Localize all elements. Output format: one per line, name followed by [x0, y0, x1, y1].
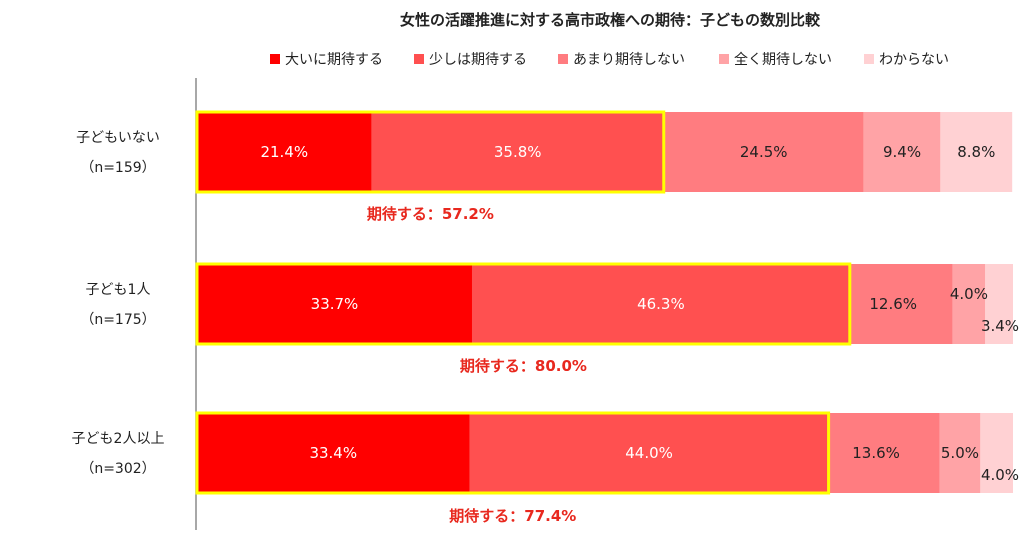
bar-segment — [197, 264, 472, 344]
bar-segment — [863, 112, 941, 192]
value-label: 5.0% — [941, 444, 979, 462]
category-label: 子ども2人以上 — [72, 431, 165, 447]
value-label: 8.8% — [957, 143, 995, 161]
value-label: 4.0% — [950, 285, 988, 303]
category-labels: 子どもいない （n=159） 子ども1人 （n=175） 子ども2人以上 （n=302） — [72, 130, 165, 477]
legend-item: 少しは期待する — [414, 52, 527, 68]
legend-label: わからない — [879, 52, 949, 68]
legend-swatch — [414, 54, 424, 64]
legend-item: 大いに期待する — [270, 52, 383, 68]
bar-segment — [939, 413, 981, 493]
bar-segment — [471, 264, 850, 344]
legend-swatch — [864, 54, 874, 64]
legend-label: 少しは期待する — [429, 52, 527, 68]
value-label: 46.3% — [637, 295, 685, 313]
value-label: 33.4% — [309, 444, 357, 462]
category-n-label: （n=175） — [80, 312, 155, 328]
bar-segment — [940, 112, 1013, 192]
expect-total-label: 期待する：77.4% — [449, 507, 576, 525]
legend-label: あまり期待しない — [573, 52, 685, 68]
category-n-label: （n=302） — [80, 461, 155, 477]
bar-segment — [849, 264, 953, 344]
value-label: 9.4% — [883, 143, 921, 161]
legend-swatch — [719, 54, 729, 64]
highlight-boxes — [195, 110, 852, 495]
category-label: 子ども1人 — [86, 282, 151, 298]
bar-segment — [663, 112, 864, 192]
chart-title: 女性の活躍推進に対する高市政権への期待：子どもの数別比較 — [400, 11, 821, 29]
bar-segment — [985, 264, 1013, 344]
bar-segment — [371, 112, 664, 192]
legend-item: あまり期待しない — [558, 52, 685, 68]
bar-segment — [952, 264, 986, 344]
value-label: 35.8% — [494, 143, 542, 161]
bar-segment — [197, 413, 470, 493]
highlight-box — [195, 262, 852, 346]
legend-swatch — [270, 54, 280, 64]
bar-segment — [980, 413, 1013, 493]
value-label: 4.0% — [981, 466, 1019, 484]
value-label: 33.7% — [311, 295, 359, 313]
value-label: 21.4% — [260, 143, 308, 161]
value-label: 3.4% — [981, 317, 1019, 335]
legend-label: 全く期待しない — [734, 51, 832, 68]
value-label: 24.5% — [740, 143, 788, 161]
legend-swatch — [558, 54, 568, 64]
expect-total-label: 期待する：80.0% — [460, 357, 587, 375]
legend-label: 大いに期待する — [285, 52, 383, 68]
highlight-box — [195, 411, 831, 495]
legend-item: 全く期待しない — [719, 51, 832, 68]
value-label: 13.6% — [852, 444, 900, 462]
bar-segment — [469, 413, 829, 493]
highlight-box — [195, 110, 666, 194]
legend-item: わからない — [864, 52, 949, 68]
expect-total-label: 期待する：57.2% — [367, 205, 494, 223]
value-label: 12.6% — [869, 295, 917, 313]
expect-total-labels: 期待する：57.2% 期待する：80.0% 期待する：77.4% — [367, 205, 587, 525]
value-labels: 21.4% 35.8% 24.5% 9.4% 8.8% 33.7% 46.3% 12.6% 4.… — [260, 143, 1019, 484]
bar-segment — [197, 112, 372, 192]
legend: 大いに期待する 少しは期待する あまり期待しない 全く期待しない わからない — [270, 51, 949, 68]
value-label: 44.0% — [625, 444, 673, 462]
bars — [197, 112, 1013, 493]
category-n-label: （n=159） — [80, 160, 155, 176]
bar-segment — [828, 413, 940, 493]
category-label: 子どもいない — [76, 130, 160, 146]
